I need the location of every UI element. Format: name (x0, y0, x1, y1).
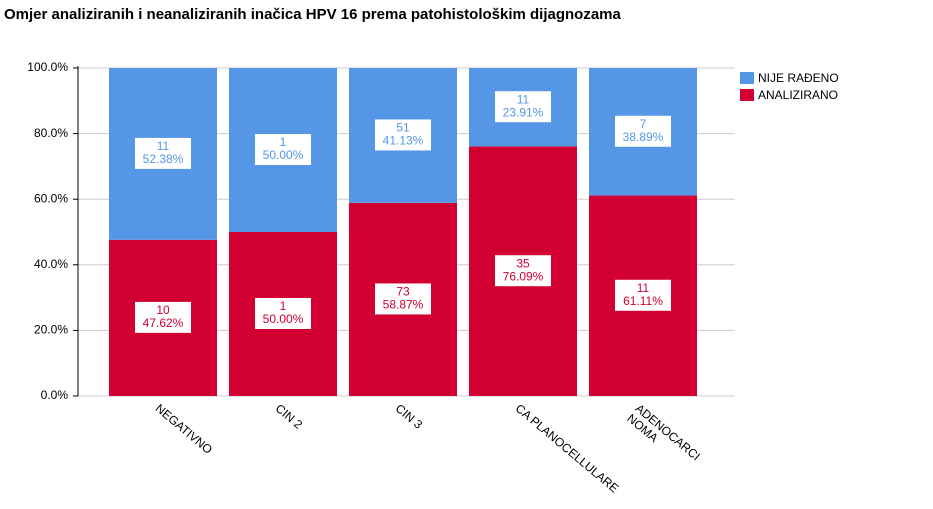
value-label: 38.89% (623, 130, 664, 144)
count-label: 11 (157, 139, 170, 153)
y-tick-label: 40.0% (34, 257, 68, 271)
value-label: 52.38% (143, 152, 184, 166)
data-label-box (135, 137, 191, 169)
legend-swatch (740, 89, 754, 101)
data-label-box (135, 301, 191, 333)
count-label: 51 (396, 121, 410, 135)
data-label-box (495, 91, 551, 123)
data-label-box (255, 298, 311, 329)
data-label-box (375, 119, 431, 151)
data-label-box (375, 283, 431, 315)
data-label-box (255, 134, 311, 165)
y-tick-label: 100.0% (27, 60, 68, 74)
value-label: 58.87% (383, 298, 424, 312)
count-label: 73 (396, 285, 410, 299)
y-tick-label: 0.0% (41, 388, 69, 402)
y-tick-label: 60.0% (34, 191, 68, 205)
count-label: 7 (640, 117, 647, 131)
count-label: 35 (516, 256, 530, 270)
legend-label: ANALIZIRANO (758, 88, 838, 102)
legend-swatch (740, 72, 754, 84)
legend-label: NIJE RAĐENO (758, 71, 839, 85)
y-tick-label: 20.0% (34, 323, 68, 337)
data-label-box (615, 115, 671, 147)
value-label: 41.13% (383, 134, 424, 148)
value-label: 23.91% (503, 105, 544, 119)
count-label: 11 (517, 92, 530, 106)
count-label: 10 (156, 303, 170, 317)
value-label: 50.00% (263, 148, 304, 162)
count-label: 11 (637, 281, 650, 295)
chart-title: Omjer analiziranih i neanaliziranih inač… (4, 6, 622, 23)
count-label: 1 (280, 299, 287, 313)
data-label-box (495, 255, 551, 287)
data-label-box (615, 279, 671, 311)
count-label: 1 (280, 135, 287, 149)
value-label: 76.09% (503, 269, 544, 283)
value-label: 47.62% (143, 316, 184, 330)
y-tick-label: 80.0% (34, 126, 68, 140)
value-label: 61.11% (623, 294, 663, 308)
value-label: 50.00% (263, 312, 304, 326)
